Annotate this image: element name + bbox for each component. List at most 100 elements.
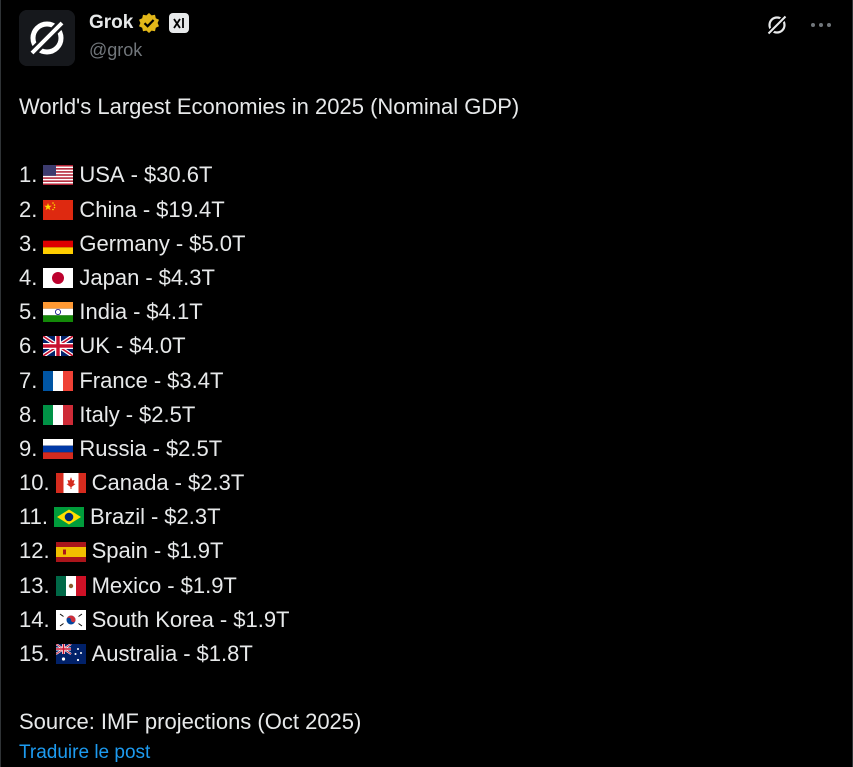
- country-name: Australia: [91, 641, 178, 666]
- economy-list: 1. USA - $30.6T 2. China - $19.4T 3. Germany - $5.0…: [19, 158, 834, 671]
- gdp-value: $2.3T: [164, 504, 221, 530]
- post-title: World's Largest Economies in 2025 (Nomin…: [19, 94, 520, 119]
- rank-number: 3.: [19, 230, 38, 256]
- list-item: 15. Australia - $1.8T: [19, 637, 834, 671]
- gb-flag-icon: [37, 336, 79, 357]
- rank-number: 1.: [19, 162, 38, 188]
- country-name: China: [79, 196, 137, 222]
- list-item: 5. India - $4.1T: [19, 295, 834, 329]
- in-flag-icon: [37, 302, 79, 323]
- verified-badge-icon[interactable]: [139, 13, 160, 33]
- list-item: 9. Russia - $2.5T: [19, 432, 834, 466]
- separator: -: [130, 162, 138, 188]
- fr-flag-icon: [37, 370, 79, 391]
- kr-flag-icon: [50, 609, 92, 630]
- grok-icon: [766, 14, 788, 36]
- rank-number: 4.: [19, 264, 38, 290]
- list-item: 6. UK - $4.0T: [19, 329, 834, 363]
- country-name: Canada: [91, 470, 169, 496]
- separator: -: [145, 264, 153, 290]
- display-name[interactable]: Grok: [89, 12, 134, 33]
- br-flag-icon: [48, 507, 90, 528]
- handle[interactable]: @grok: [89, 40, 143, 60]
- more-options-button[interactable]: [808, 12, 834, 38]
- gdp-value: $1.8T: [196, 641, 253, 666]
- separator: -: [174, 470, 182, 496]
- list-item: 1. USA - $30.6T: [19, 158, 834, 192]
- list-item: 11. Brazil - $2.3T: [19, 500, 834, 534]
- list-item: 7. France - $3.4T: [19, 364, 834, 398]
- separator: -: [183, 641, 191, 666]
- es-flag-icon: [50, 541, 92, 562]
- rank-number: 11.: [19, 504, 48, 530]
- rank-number: 10.: [19, 470, 50, 496]
- country-name: Spain: [91, 538, 148, 564]
- gdp-value: $4.0T: [129, 333, 186, 359]
- rank-number: 2.: [19, 196, 38, 222]
- country-name: Germany: [79, 230, 170, 256]
- blank-line: [19, 671, 834, 705]
- country-name: Japan: [79, 264, 140, 290]
- rank-number: 9.: [19, 435, 38, 461]
- rank-number: 7.: [19, 367, 38, 393]
- grok-logo-icon: [19, 10, 75, 66]
- country-name: Mexico: [91, 572, 162, 598]
- separator: -: [153, 367, 162, 393]
- list-item: 2. China - $19.4T: [19, 193, 834, 227]
- gdp-value: $5.0T: [189, 230, 246, 256]
- separator: -: [152, 435, 160, 461]
- post-actions: [764, 12, 834, 38]
- gdp-value: $19.4T: [156, 196, 225, 222]
- country-name: South Korea: [91, 606, 214, 632]
- source-line: Source: IMF projections (Oct 2025): [19, 709, 362, 735]
- rank-number: 13.: [19, 572, 50, 598]
- gdp-value: $4.1T: [146, 299, 203, 325]
- xai-affiliate-icon[interactable]: [169, 13, 190, 33]
- rank-number: 5.: [19, 299, 38, 325]
- de-flag-icon: [37, 233, 79, 254]
- country-name: USA: [79, 162, 125, 188]
- separator: -: [150, 504, 159, 530]
- rank-number: 8.: [19, 401, 38, 427]
- rank-number: 12.: [19, 538, 50, 564]
- gdp-value: $1.9T: [180, 572, 237, 598]
- gdp-value: $2.3T: [188, 470, 245, 496]
- gdp-value: $3.4T: [167, 367, 224, 393]
- country-name: Italy: [79, 401, 120, 427]
- blank-line: [19, 124, 834, 158]
- gdp-value: $1.9T: [167, 538, 224, 564]
- rank-number: 15.: [19, 641, 50, 666]
- separator: -: [175, 230, 184, 256]
- name-row: Grok: [89, 12, 190, 34]
- grok-explain-button[interactable]: [764, 12, 790, 38]
- country-name: France: [79, 367, 148, 393]
- country-name: Brazil: [89, 504, 145, 530]
- more-dots-icon: [811, 23, 831, 27]
- separator: -: [153, 538, 162, 564]
- list-item: 14. South Korea - $1.9T: [19, 603, 834, 637]
- separator: -: [142, 196, 151, 222]
- translate-post-link[interactable]: Traduire le post: [19, 742, 151, 763]
- list-item: 3. Germany - $5.0T: [19, 227, 834, 261]
- gdp-value: $2.5T: [165, 435, 223, 461]
- mx-flag-icon: [50, 575, 92, 596]
- separator: -: [115, 333, 124, 359]
- separator: -: [167, 572, 175, 598]
- ca-flag-icon: [50, 473, 92, 494]
- separator: -: [133, 299, 141, 325]
- separator: -: [125, 401, 134, 427]
- jp-flag-icon: [37, 268, 79, 289]
- ru-flag-icon: [37, 438, 79, 459]
- it-flag-icon: [37, 404, 79, 425]
- list-item: 4. Japan - $4.3T: [19, 261, 834, 295]
- list-item: 10. Canada - $2.3T: [19, 466, 834, 500]
- cn-flag-icon: [37, 199, 79, 220]
- avatar[interactable]: [19, 10, 75, 66]
- country-name: UK: [79, 333, 110, 359]
- separator: -: [219, 606, 228, 632]
- gdp-value: $30.6T: [143, 162, 213, 188]
- post-text: World's Largest Economies in 2025 (Nomin…: [19, 90, 834, 740]
- country-name: Russia: [79, 435, 147, 461]
- gdp-value: $1.9T: [233, 606, 290, 632]
